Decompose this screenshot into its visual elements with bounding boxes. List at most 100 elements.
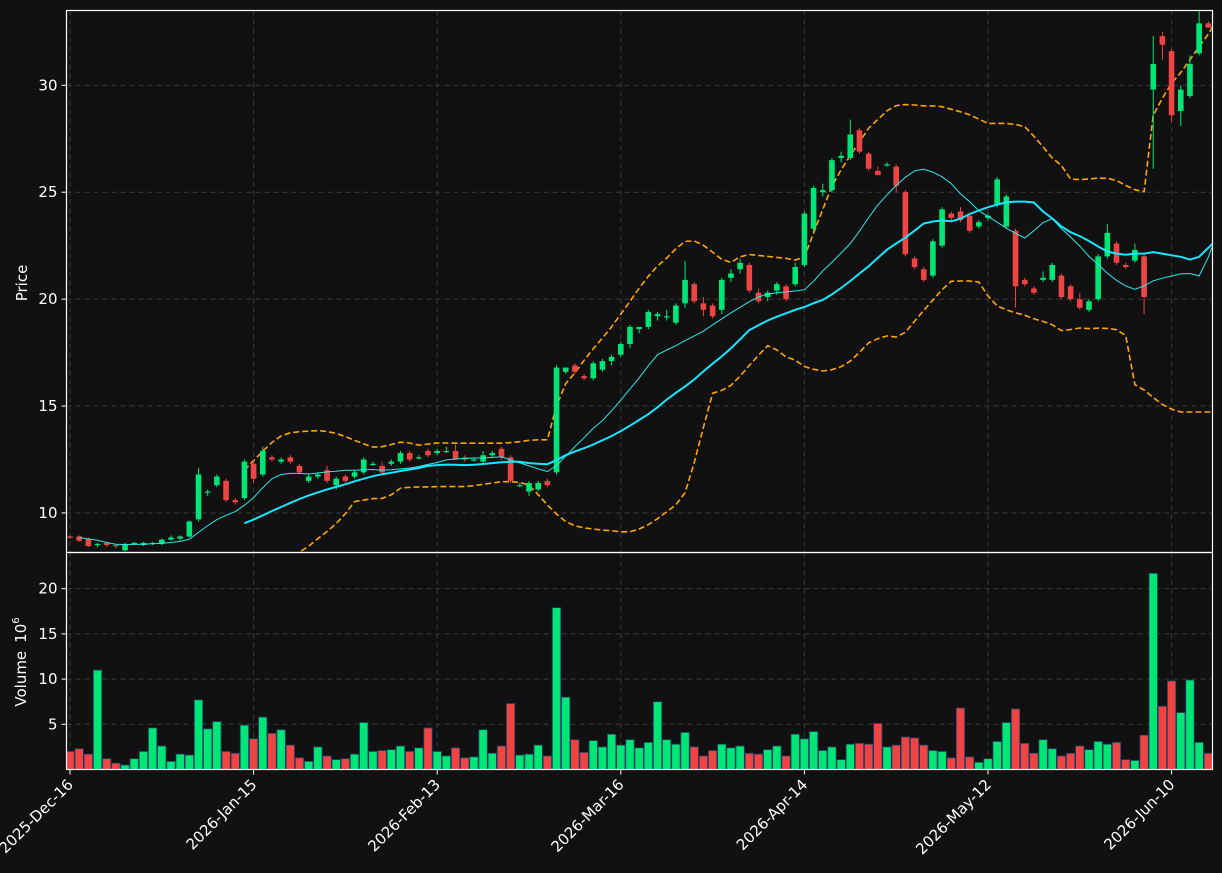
candle-body bbox=[562, 367, 569, 372]
volume-axis-multiplier: 10 bbox=[12, 624, 30, 643]
volume-bar bbox=[304, 760, 314, 770]
volume-bar bbox=[432, 751, 442, 770]
candle-body bbox=[994, 179, 1000, 206]
candle bbox=[416, 455, 422, 460]
candle-body bbox=[131, 542, 138, 545]
candle bbox=[976, 220, 982, 229]
volume-bar bbox=[349, 753, 360, 770]
candle-body bbox=[1196, 23, 1202, 54]
volume-bar bbox=[129, 758, 139, 770]
price-y-tick-label: 15 bbox=[38, 397, 57, 415]
candle-body bbox=[507, 457, 514, 481]
candle bbox=[1205, 21, 1212, 28]
volume-bar bbox=[542, 755, 552, 770]
candle-body bbox=[976, 222, 982, 227]
volume-bar bbox=[662, 739, 672, 770]
candle-body bbox=[287, 457, 294, 462]
volume-bar bbox=[1185, 679, 1195, 770]
candle bbox=[764, 290, 771, 302]
candle-body bbox=[737, 262, 743, 270]
candle-body bbox=[388, 461, 395, 464]
candle-body bbox=[875, 170, 881, 176]
volume-bar bbox=[588, 740, 598, 770]
candle-body bbox=[397, 453, 404, 462]
candle bbox=[351, 470, 358, 479]
volume-bar bbox=[184, 754, 194, 770]
candle-body bbox=[1086, 301, 1092, 310]
candle-body bbox=[783, 286, 789, 300]
volume-bar bbox=[772, 745, 782, 770]
candle bbox=[663, 309, 670, 321]
candle-body bbox=[434, 450, 440, 454]
candle bbox=[737, 258, 743, 274]
candle bbox=[342, 474, 349, 484]
volume-bar bbox=[148, 727, 158, 770]
volume-bar bbox=[405, 751, 415, 770]
volume-axis-label: Volume bbox=[12, 651, 30, 707]
volume-bar bbox=[827, 746, 837, 770]
candle-body bbox=[94, 543, 101, 546]
candle-body bbox=[553, 367, 560, 473]
candle-body bbox=[241, 461, 248, 498]
candle bbox=[388, 459, 395, 466]
candle-body bbox=[1067, 286, 1074, 300]
candle bbox=[590, 361, 597, 381]
volume-bar bbox=[212, 721, 222, 770]
candle-body bbox=[1031, 288, 1037, 293]
candle bbox=[847, 119, 854, 161]
candle-body bbox=[416, 457, 422, 459]
candle bbox=[682, 260, 688, 308]
candle bbox=[214, 474, 220, 488]
candle bbox=[1031, 286, 1037, 295]
volume-bar bbox=[955, 707, 966, 770]
candle bbox=[810, 185, 817, 233]
volume-bar bbox=[267, 732, 277, 770]
candle-body bbox=[517, 485, 523, 487]
volume-bar bbox=[763, 749, 773, 770]
candle-body bbox=[250, 463, 257, 479]
volume-bar bbox=[818, 750, 828, 770]
candle bbox=[645, 309, 652, 330]
volume-bar bbox=[66, 751, 75, 770]
candle-body bbox=[645, 311, 652, 327]
candle bbox=[489, 450, 496, 458]
price-y-tick-label: 30 bbox=[38, 76, 57, 94]
volume-bar bbox=[643, 741, 653, 770]
candle-body bbox=[590, 363, 597, 379]
volume-bar bbox=[166, 760, 176, 770]
moving-average-fast-line bbox=[79, 168, 1213, 546]
candle-body bbox=[1077, 299, 1083, 308]
candle bbox=[250, 459, 257, 484]
candle-body bbox=[351, 472, 358, 477]
volume-bar bbox=[239, 724, 250, 770]
volume-bar bbox=[974, 761, 984, 770]
volume-bar bbox=[1139, 734, 1149, 770]
candle-body bbox=[939, 209, 945, 246]
volume-bar bbox=[1093, 741, 1103, 770]
volume-bar bbox=[506, 703, 516, 770]
volume-axis-exponent: 6 bbox=[11, 617, 22, 623]
candle-body bbox=[1150, 63, 1157, 90]
volume-bar bbox=[1075, 745, 1085, 770]
candle-body bbox=[67, 536, 73, 538]
candle bbox=[370, 461, 376, 466]
candle bbox=[425, 448, 431, 458]
volume-bar bbox=[487, 752, 497, 770]
upper-band-line bbox=[243, 25, 1213, 471]
candle-body bbox=[1058, 275, 1065, 298]
candle-body bbox=[85, 538, 92, 547]
candle bbox=[159, 538, 165, 546]
volume-bar bbox=[836, 759, 846, 770]
volume-bar bbox=[138, 751, 149, 770]
candle-body bbox=[627, 326, 633, 345]
candle-body bbox=[581, 376, 587, 379]
candle-body bbox=[498, 448, 505, 458]
volume-bar bbox=[258, 716, 268, 770]
volume-bar bbox=[1203, 752, 1213, 770]
candle bbox=[608, 354, 615, 366]
candle-body bbox=[911, 258, 918, 268]
candle bbox=[195, 468, 202, 522]
candle-body bbox=[691, 284, 698, 302]
candle-body bbox=[663, 316, 670, 318]
candle-body bbox=[324, 470, 330, 481]
